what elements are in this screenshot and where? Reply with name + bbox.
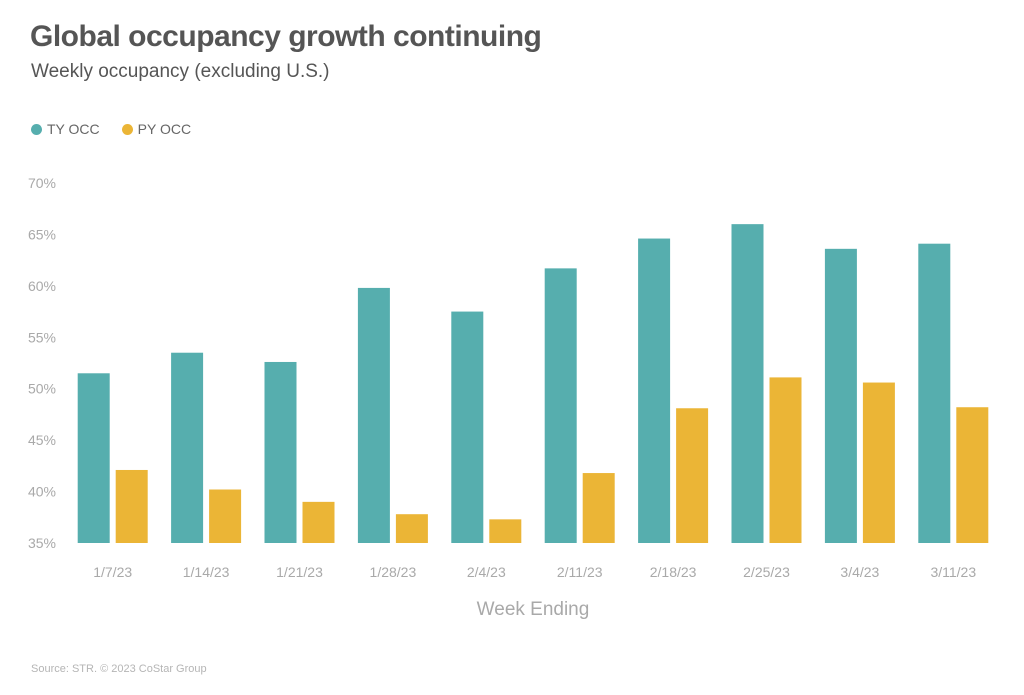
bar-ty-occ (731, 224, 764, 543)
y-tick-label: 35% (28, 535, 56, 551)
x-tick-label: 2/11/23 (557, 564, 603, 580)
bar-group (544, 268, 615, 543)
y-tick-label: 70% (28, 175, 56, 191)
x-tick-label: 3/11/23 (930, 564, 976, 580)
x-tick-label: 1/21/23 (276, 564, 323, 580)
bar-py-occ (769, 377, 802, 543)
y-tick-label: 60% (28, 278, 56, 294)
bar-py-occ (115, 469, 148, 543)
bar-group (918, 243, 989, 543)
bar-py-occ (956, 407, 989, 543)
bar-group (77, 373, 148, 543)
x-tick-label: 2/4/23 (467, 564, 506, 580)
legend: TY OCC PY OCC (31, 121, 213, 137)
source-note: Source: STR. © 2023 CoStar Group (31, 663, 207, 675)
bar-py-occ (676, 408, 709, 543)
bar-ty-occ (77, 373, 110, 543)
chart-title: Global occupancy growth continuing (30, 20, 542, 53)
bar-py-occ (862, 382, 895, 543)
x-axis: 1/7/23 1/14/23 1/21/23 1/28/23 2/4/23 2/11/23… (93, 564, 976, 580)
x-tick-label: 1/7/23 (93, 564, 132, 580)
bar-py-occ (489, 519, 522, 543)
bar-py-occ (209, 489, 242, 543)
bar-ty-occ (638, 238, 671, 544)
x-tick-label: 1/14/23 (183, 564, 230, 580)
bar-ty-occ (451, 311, 484, 543)
y-tick-label: 65% (28, 226, 56, 242)
bar-ty-occ (544, 268, 577, 543)
bar-group (451, 311, 522, 543)
legend-item-py: PY OCC (121, 121, 192, 137)
bar-ty-occ (918, 243, 951, 543)
x-tick-label: 2/25/23 (743, 564, 790, 580)
legend-label-ty: TY OCC (47, 121, 100, 137)
bar-group (638, 238, 709, 544)
bar-py-occ (582, 473, 615, 543)
x-tick-label: 2/18/23 (650, 564, 697, 580)
bar-group (171, 352, 242, 543)
bar-ty-occ (264, 361, 297, 543)
legend-item-ty: TY OCC (31, 121, 100, 137)
legend-label-py: PY OCC (137, 121, 192, 137)
bar-ty-occ (824, 248, 857, 544)
legend-swatch-py (121, 123, 133, 135)
bar-group (824, 248, 895, 544)
bar-group (357, 287, 428, 543)
bar-ty-occ (357, 287, 390, 543)
bar-ty-occ (171, 352, 204, 543)
x-axis-title: Week Ending (477, 599, 590, 620)
y-axis: 35% 40% 45% 50% 55% 60% 65% 70% (28, 175, 56, 551)
bar-py-occ (395, 514, 428, 543)
bar-group (264, 361, 335, 543)
x-tick-label: 3/4/23 (840, 564, 879, 580)
y-tick-label: 45% (28, 432, 56, 448)
bar-py-occ (302, 501, 335, 543)
bar-group (731, 224, 802, 543)
y-tick-label: 40% (28, 484, 56, 500)
legend-swatch-ty (31, 123, 42, 135)
y-tick-label: 50% (28, 381, 56, 397)
bars (77, 224, 989, 544)
x-tick-label: 1/28/23 (370, 564, 417, 580)
chart-subtitle: Weekly occupancy (excluding U.S.) (31, 61, 330, 82)
y-tick-label: 55% (28, 329, 56, 345)
